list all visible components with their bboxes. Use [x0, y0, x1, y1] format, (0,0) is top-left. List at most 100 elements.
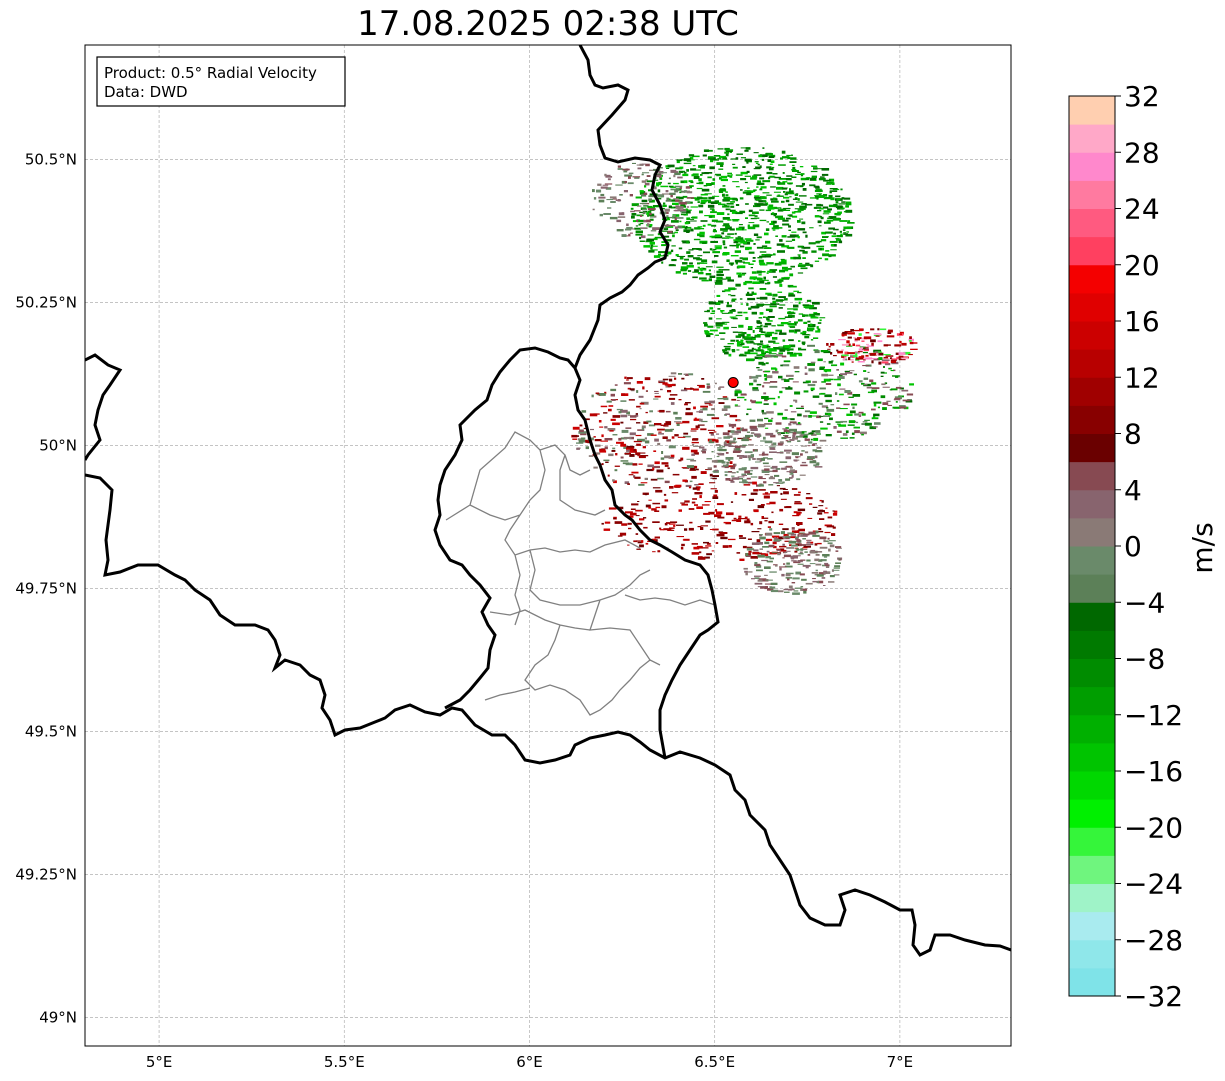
echo-pixel: [685, 208, 688, 211]
echo-pixel: [695, 425, 700, 429]
echo-pixel: [594, 439, 602, 442]
echo-pixel: [621, 234, 627, 237]
echo-pixel: [864, 346, 869, 348]
echo-pixel: [664, 429, 673, 432]
colorbar-segment: [1069, 883, 1115, 913]
echo-pixel: [772, 254, 776, 256]
echo-pixel: [866, 343, 869, 346]
echo-pixel: [717, 447, 723, 449]
echo-pixel: [773, 191, 781, 193]
echo-pixel: [613, 518, 617, 520]
echo-pixel: [783, 276, 790, 279]
echo-pixel: [732, 450, 741, 453]
echo-pixel: [852, 394, 861, 397]
echo-pixel: [756, 198, 762, 200]
echo-pixel: [834, 378, 841, 381]
echo-pixel: [816, 446, 822, 449]
echo-pixel: [604, 438, 613, 441]
echo-pixel: [788, 294, 796, 297]
echo-pixel: [785, 199, 790, 203]
echo-pixel: [757, 334, 765, 336]
colorbar-segment: [1069, 658, 1115, 688]
echo-pixel: [858, 414, 862, 417]
echo-pixel: [599, 393, 606, 396]
echo-pixel: [605, 461, 609, 463]
echo-pixel: [785, 537, 790, 539]
echo-pixel: [750, 434, 753, 437]
echo-pixel: [704, 215, 710, 217]
echo-pixel: [799, 573, 805, 576]
echo-pixel: [868, 353, 871, 355]
echo-pixel: [748, 307, 752, 310]
echo-pixel: [746, 518, 750, 521]
y-tick-label: 50.5°N: [25, 150, 77, 168]
echo-pixel: [710, 159, 714, 163]
echo-pixel: [713, 494, 718, 497]
echo-pixel: [752, 548, 755, 550]
echo-pixel: [663, 235, 670, 238]
echo-pixel: [765, 432, 774, 436]
echo-pixel: [707, 204, 715, 208]
echo-pixel: [642, 446, 646, 449]
echo-pixel: [834, 212, 841, 216]
colorbar-tick-label: −28: [1124, 924, 1183, 957]
echo-pixel: [674, 209, 681, 212]
echo-pixel: [778, 307, 783, 309]
echo-pixel: [833, 355, 837, 357]
echo-pixel: [707, 176, 712, 179]
echo-pixel: [636, 422, 641, 424]
echo-pixel: [869, 426, 877, 430]
echo-pixel: [642, 208, 647, 211]
echo-pixel: [701, 188, 710, 192]
echo-pixel: [857, 337, 862, 340]
echo-pixel: [787, 348, 794, 351]
echo-pixel: [663, 202, 666, 205]
echo-pixel: [675, 205, 680, 207]
echo-pixel: [736, 153, 743, 155]
echo-pixel: [612, 434, 618, 436]
echo-pixel: [817, 358, 823, 362]
echo-pixel: [816, 326, 819, 329]
echo-pixel: [824, 562, 829, 565]
echo-pixel: [726, 237, 734, 239]
echo-pixel: [626, 377, 633, 380]
echo-pixel: [696, 411, 703, 413]
echo-pixel: [724, 406, 731, 409]
echo-pixel: [764, 351, 772, 354]
echo-pixel: [720, 228, 728, 231]
echo-pixel: [801, 588, 808, 591]
colorbar-segment: [1069, 574, 1115, 603]
echo-pixel: [758, 200, 766, 203]
echo-pixel: [830, 404, 835, 406]
echo-pixel: [703, 149, 709, 152]
echo-pixel: [770, 186, 776, 188]
echo-pixel: [744, 336, 752, 339]
echo-pixel: [855, 421, 859, 424]
echo-pixel: [694, 227, 701, 230]
echo-pixel: [633, 540, 638, 543]
echo-pixel: [772, 541, 777, 545]
echo-pixel: [621, 523, 628, 526]
echo-pixel: [619, 532, 627, 536]
echo-pixel: [771, 417, 774, 420]
echo-pixel: [601, 522, 604, 525]
echo-pixel: [753, 233, 759, 236]
echo-pixel: [727, 172, 732, 175]
echo-pixel: [804, 438, 810, 441]
echo-pixel: [833, 228, 839, 231]
velocity-echoes: [571, 147, 918, 595]
echo-pixel: [673, 525, 676, 527]
echo-pixel: [669, 264, 675, 266]
echo-pixel: [578, 439, 586, 443]
echo-pixel: [799, 551, 803, 554]
echo-pixel: [697, 226, 703, 228]
echo-pixel: [817, 512, 823, 515]
echo-pixel: [794, 194, 798, 196]
echo-pixel: [797, 209, 804, 211]
echo-pixel: [823, 378, 831, 382]
echo-pixel: [682, 467, 690, 469]
echo-pixel: [864, 419, 870, 421]
echo-pixel: [787, 349, 790, 352]
echo-pixel: [781, 387, 787, 389]
y-tick-label: 50.25°N: [15, 293, 77, 311]
